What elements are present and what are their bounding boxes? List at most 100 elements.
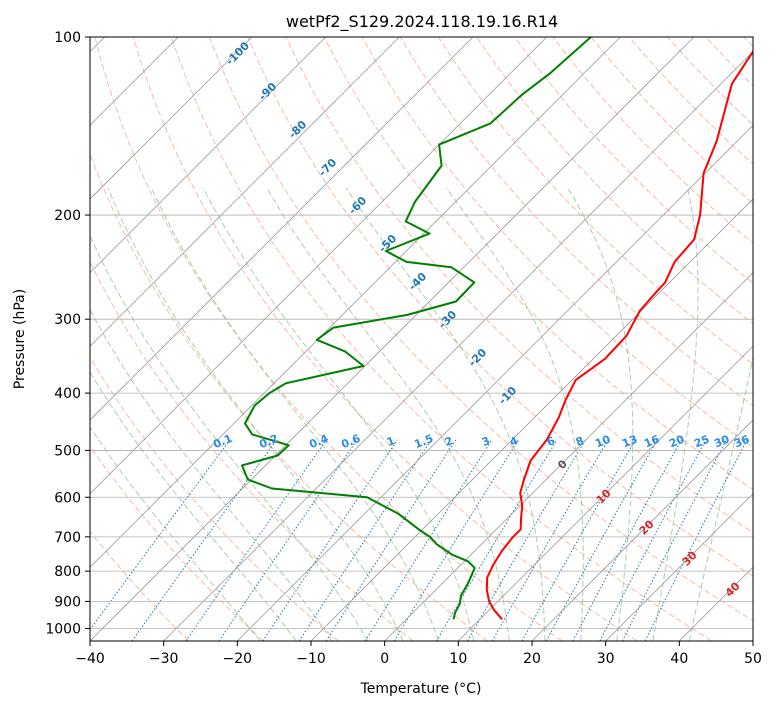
dry-adiabat-label: -50 [376, 232, 399, 255]
isotherm-line [531, 419, 753, 641]
mixing-ratio-label: 6 [545, 434, 557, 449]
x-tick-label: 50 [744, 651, 762, 667]
dry-adiabat [90, 152, 488, 641]
dry-adiabat-label: 10 [594, 486, 614, 506]
mixing-ratio-label: 20 [667, 433, 686, 451]
x-axis-ticks: −40 −30 −20 −10 0 10 20 30 40 50 [75, 641, 762, 667]
mixing-ratio-line [599, 439, 707, 641]
x-tick-label: −40 [75, 651, 105, 667]
moist-adiabat [107, 187, 404, 641]
dry-adiabat-label: -40 [406, 270, 429, 293]
mixing-ratio-label: 25 [692, 433, 711, 451]
mixing-ratio-line [364, 439, 493, 641]
mixing-ratio-label: 16 [642, 433, 661, 451]
dry-adiabat [170, 37, 712, 641]
isotherm-line [90, 37, 400, 347]
dry-adiabat [552, 37, 753, 244]
chart-title: wetPf2_S129.2024.118.19.16.R14 [286, 12, 558, 32]
isotherm-line [90, 37, 547, 495]
y-tick-label: 500 [54, 443, 81, 459]
mixing-ratio-line [90, 439, 231, 631]
x-axis-label: Temperature (°C) [360, 681, 482, 697]
mixing-ratio-line [218, 439, 358, 641]
moist-adiabat [266, 187, 510, 641]
y-tick-label: 100 [54, 30, 81, 46]
y-tick-label: 1000 [45, 621, 81, 637]
pressure-gridlines [90, 36, 753, 629]
mixing-ratio-label: 2 [443, 434, 455, 449]
mixing-ratio-line [185, 439, 327, 641]
isotherm-line [90, 37, 326, 274]
mixing-ratio-line [621, 439, 727, 641]
dry-adiabat [437, 37, 753, 365]
mixing-ratio-label: 36 [732, 433, 751, 451]
moist-adiabat [446, 187, 584, 641]
mixing-ratio-label: 0.4 [307, 432, 330, 451]
moist-adiabat [567, 187, 634, 641]
dry-adiabat [90, 530, 190, 641]
mixing-ratio-line [262, 439, 399, 641]
moist-adiabat [345, 187, 546, 641]
x-tick-label: 0 [380, 651, 389, 667]
dry-adiabat [705, 37, 753, 87]
mixing-ratio-label: 8 [574, 434, 586, 449]
isotherm-line [310, 198, 753, 641]
isotherm-line [384, 272, 753, 641]
mixing-ratio-label: 10 [593, 433, 612, 451]
dry-adiabat [209, 37, 753, 622]
moist-adiabat [652, 187, 699, 641]
mixing-ratio-label: 13 [620, 433, 639, 451]
mixing-ratio-line [298, 439, 432, 641]
y-tick-label: 300 [54, 312, 81, 328]
y-tick-label: 600 [54, 490, 81, 506]
mixing-ratio-label: 3 [480, 434, 492, 449]
mixing-ratio-line [467, 439, 586, 641]
isotherm-line [458, 345, 753, 641]
dry-adiabat [132, 37, 638, 641]
dry-adiabat [94, 37, 563, 641]
dry-adiabat [90, 356, 339, 641]
background-lines [90, 37, 753, 641]
moist-adiabat [202, 187, 475, 641]
x-tick-label: 20 [523, 651, 541, 667]
y-tick-label: 900 [54, 594, 81, 610]
profile-lines [241, 37, 753, 620]
x-tick-label: −10 [296, 651, 326, 667]
dry-adiabat-label: 40 [723, 579, 743, 599]
x-tick-label: 30 [597, 651, 615, 667]
y-axis-ticks: 100 200 300 400 500 600 700 800 900 1000 [45, 30, 90, 637]
dry-adiabat-label: -70 [316, 156, 339, 179]
dry-adiabat [90, 260, 414, 641]
plot-frame [89, 36, 754, 642]
x-tick-label: 10 [449, 651, 467, 667]
dry-adiabat [90, 445, 264, 641]
temperature-profile [485, 49, 753, 620]
dry-adiabat [285, 37, 753, 534]
moist-adiabat [90, 234, 369, 641]
isotherm-lines [90, 37, 753, 641]
mixing-ratio-label: 30 [712, 433, 731, 451]
isotherm-line [752, 640, 753, 641]
mixing-ratio-label: 4 [508, 434, 520, 449]
y-tick-label: 400 [54, 386, 81, 402]
dry-adiabat-label: -90 [256, 80, 279, 103]
isotherm-line [605, 493, 753, 641]
mixing-ratio-line [131, 439, 278, 641]
dry-adiabat [399, 37, 753, 407]
x-tick-label: −20 [223, 651, 253, 667]
dry-adiabat [743, 37, 753, 48]
dry-adiabat [247, 37, 753, 577]
moist-adiabat [151, 187, 439, 641]
mixing-ratio-line [435, 439, 558, 641]
isotherm-line [90, 37, 253, 200]
moist-adiabat [90, 371, 297, 641]
dry-adiabat-label: -60 [346, 194, 369, 217]
mixing-ratio-label: 1.5 [412, 432, 435, 451]
dry-adiabat-label: -80 [286, 118, 309, 141]
mixing-ratio-label: 0.1 [211, 432, 234, 451]
isotherm-line [90, 37, 695, 641]
y-tick-label: 700 [54, 530, 81, 546]
y-tick-label: 200 [54, 208, 81, 224]
isotherm-line [679, 566, 753, 641]
